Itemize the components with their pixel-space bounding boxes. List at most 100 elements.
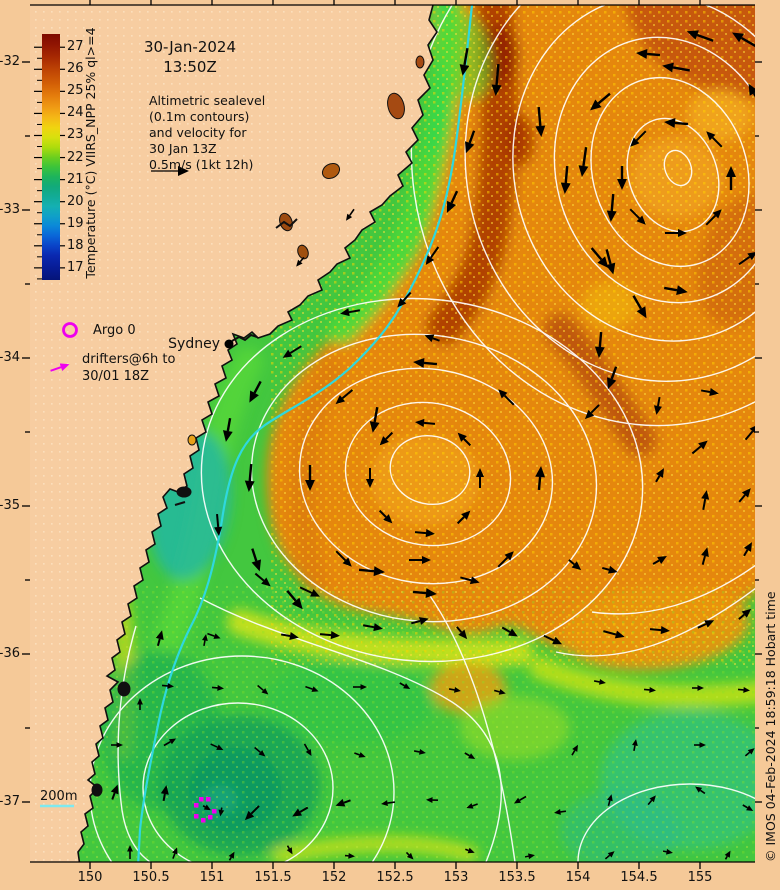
- sea-level-contour: [663, 149, 693, 187]
- velocity-arrow-head: [202, 634, 208, 642]
- velocity-arrow-head: [704, 620, 715, 628]
- velocity-arrow: [696, 33, 714, 42]
- velocity-arrow: [655, 475, 661, 483]
- velocity-arrow-head: [678, 228, 687, 238]
- y-axis-tick-label: -32: [0, 54, 20, 69]
- velocity-arrow-head: [732, 32, 745, 43]
- velocity-arrow-head: [426, 797, 433, 803]
- velocity-arrow: [560, 810, 567, 813]
- map-date: 30-Jan-2024: [143, 38, 237, 56]
- velocity-arrow-head: [598, 679, 606, 685]
- velocity-arrow: [399, 682, 405, 687]
- velocity-arrow-head: [701, 490, 710, 500]
- coastal-lake: [187, 434, 197, 446]
- y-axis-tick-label: -34: [0, 350, 20, 365]
- velocity-arrow: [448, 688, 455, 691]
- velocity-arrow-head: [632, 739, 638, 747]
- sea-level-contour: [512, 5, 755, 342]
- velocity-arrow-head: [418, 749, 426, 755]
- velocity-arrow-head: [498, 389, 508, 399]
- velocity-arrow: [564, 165, 569, 184]
- velocity-arrow-head: [335, 798, 346, 807]
- velocity-arrow: [705, 214, 717, 226]
- drifter-track: [194, 797, 217, 823]
- velocity-arrow-head: [160, 785, 169, 795]
- colorbar-tick-label: 26: [67, 61, 84, 77]
- sea-level-contour: [591, 564, 755, 615]
- velocity-arrow: [501, 626, 511, 633]
- velocity-arrow: [701, 555, 706, 565]
- y-axis-tick-label: -35: [0, 498, 20, 513]
- velocity-arrow-head: [116, 742, 123, 748]
- y-axis-tick-label: -37: [0, 794, 20, 809]
- velocity-arrow-head: [222, 430, 233, 442]
- velocity-arrow: [697, 623, 707, 629]
- velocity-arrow-head: [697, 685, 704, 691]
- velocity-arrow: [299, 256, 305, 263]
- velocity-arrow: [254, 572, 265, 582]
- velocity-arrow-head: [217, 685, 224, 691]
- x-axis-tick-label: 155: [687, 870, 713, 885]
- velocity-arrow-head: [137, 698, 143, 705]
- velocity-arrow: [413, 750, 420, 753]
- velocity-arrow-head: [747, 252, 755, 261]
- velocity-arrow-head: [660, 626, 670, 635]
- velocity-arrow: [172, 853, 176, 859]
- velocity-arrow-head: [425, 529, 435, 538]
- velocity-arrow: [257, 684, 264, 691]
- velocity-arrow-head: [657, 556, 667, 565]
- velocity-arrow: [456, 626, 463, 633]
- sea-level-contour: [250, 333, 598, 623]
- velocity-arrow-head: [330, 631, 340, 640]
- velocity-arrow-head: [459, 64, 470, 76]
- velocity-arrow-head: [617, 179, 627, 190]
- velocity-arrow-head: [654, 405, 662, 415]
- sea-level-contour: [199, 597, 502, 862]
- estuary-inlet: [275, 218, 298, 229]
- velocity-arrow: [672, 66, 690, 72]
- drifter-dot: [194, 814, 199, 819]
- velocity-arrow-head: [172, 847, 178, 855]
- velocity-arrow-head: [614, 630, 625, 639]
- velocity-arrow: [286, 845, 290, 850]
- velocity-arrow-head: [155, 630, 164, 641]
- velocity-arrow: [203, 640, 206, 647]
- velocity-arrow-head: [571, 561, 582, 571]
- velocity-arrow-head: [465, 141, 475, 154]
- velocity-arrow: [254, 746, 261, 753]
- velocity-arrow-head: [403, 683, 411, 689]
- velocity-arrow-head: [373, 623, 383, 632]
- velocity-arrow-head: [552, 636, 563, 645]
- velocity-arrow: [250, 805, 260, 815]
- velocity-arrow-head: [418, 617, 429, 625]
- velocity-arrow-head: [381, 800, 388, 806]
- velocity-arrow-head: [458, 629, 468, 640]
- velocity-arrow-head: [676, 285, 688, 296]
- drifter-dot: [194, 803, 199, 808]
- velocity-arrow-head: [649, 795, 656, 803]
- isobath-legend-label: 200m: [40, 789, 78, 804]
- velocity-arrow: [299, 586, 313, 594]
- velocity-arrow: [495, 63, 500, 86]
- sst-speckle: [30, 585, 755, 862]
- velocity-arrow: [602, 566, 610, 571]
- sea-level-contour: [142, 702, 334, 862]
- sea-level-contour: [200, 297, 644, 663]
- velocity-arrow: [319, 633, 332, 637]
- colorbar-tick-label: 25: [67, 83, 84, 99]
- velocity-arrow-head: [397, 298, 407, 308]
- velocity-arrow: [373, 406, 379, 423]
- velocity-arrow: [605, 249, 612, 265]
- velocity-arrow: [430, 246, 440, 259]
- velocity-arrow-head: [560, 182, 571, 194]
- velocity-arrow: [303, 743, 309, 751]
- velocity-arrow: [652, 559, 660, 565]
- velocity-arrow: [610, 366, 618, 380]
- coastal-lake: [91, 783, 103, 797]
- velocity-arrow-head: [369, 421, 380, 433]
- sea-level-contour: [555, 587, 755, 657]
- velocity-arrow-head: [743, 687, 750, 693]
- velocity-arrow-head: [457, 432, 467, 442]
- velocity-arrow-head: [358, 752, 366, 758]
- velocity-arrow-head: [218, 809, 225, 817]
